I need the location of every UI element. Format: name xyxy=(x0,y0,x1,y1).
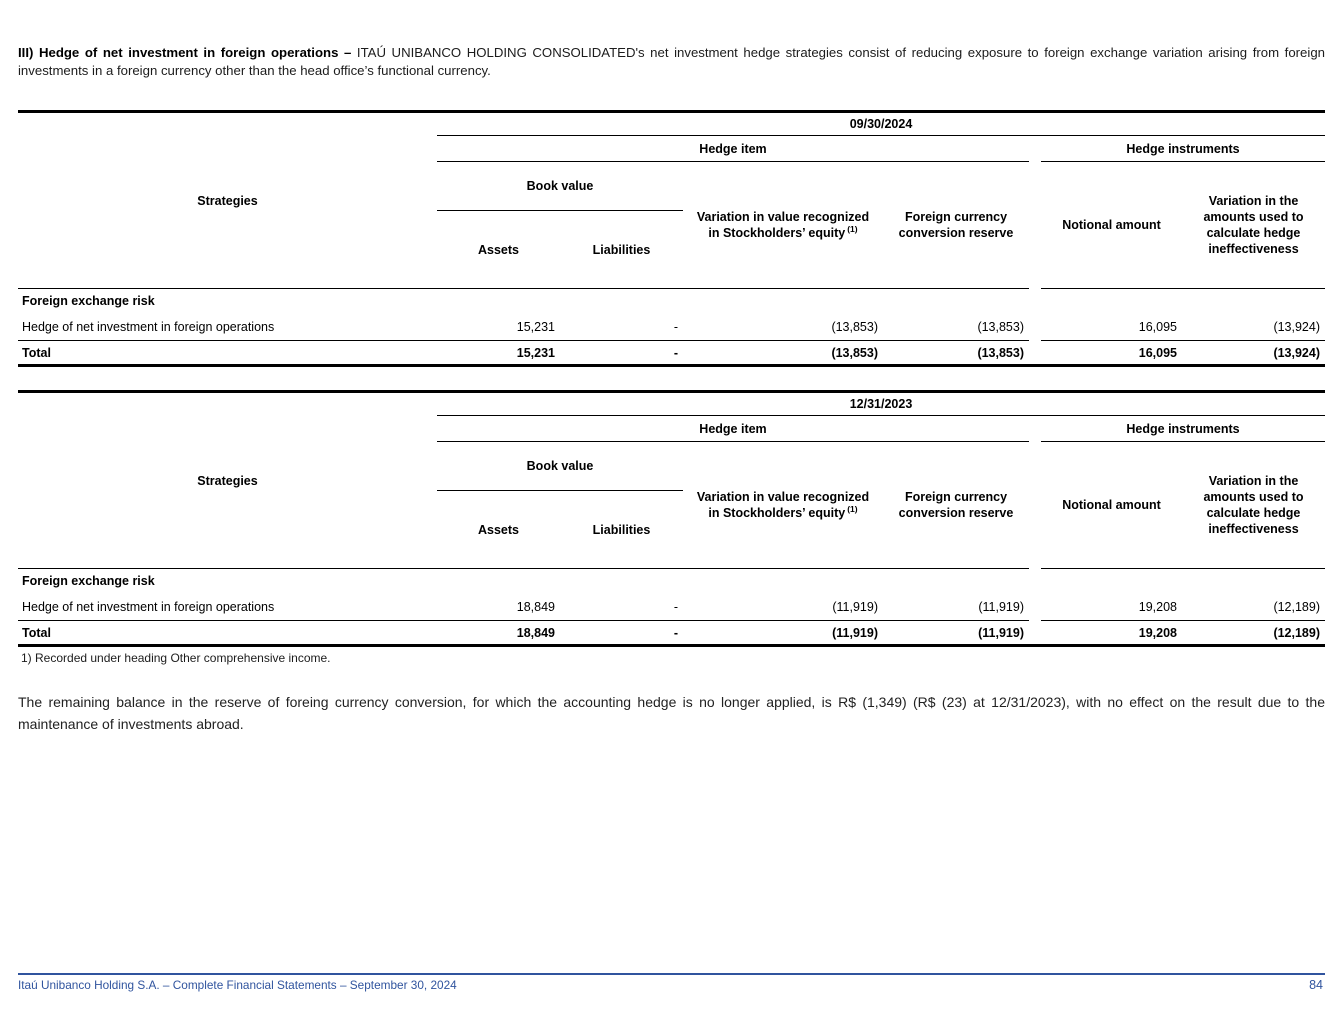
column-header-variation-ineffectiveness: Variation in the amounts used to calcula… xyxy=(1203,474,1304,536)
column-gap xyxy=(1029,136,1041,162)
value-notional: 19,208 xyxy=(1138,599,1177,614)
column-header-variation-ineffectiveness: Variation in the amounts used to calcula… xyxy=(1203,194,1304,256)
total-row: Total 15,231 - (13,853) (13,853) 16,095 … xyxy=(18,340,1325,366)
total-variation-ineffectiveness: (13,924) xyxy=(1182,340,1325,366)
footnote-ref: (1) xyxy=(847,223,858,234)
section-row-spacer xyxy=(1041,568,1325,594)
hedge-table-2024: Strategies 09/30/2024 Hedge item Hedge i… xyxy=(18,110,1325,367)
total-variation-equity: (11,919) xyxy=(683,620,883,646)
row-label: Hedge of net investment in foreign opera… xyxy=(22,599,275,614)
column-gap xyxy=(1029,314,1041,341)
column-gap xyxy=(1029,416,1041,442)
period-label: 12/31/2023 xyxy=(437,391,1325,416)
column-header-liabilities: Liabilities xyxy=(592,522,651,537)
section-row: Foreign exchange risk xyxy=(18,288,1325,314)
column-header-book-value: Book value xyxy=(437,161,683,211)
total-row: Total 18,849 - (11,919) (11,919) 19,208 … xyxy=(18,620,1325,646)
column-gap xyxy=(1029,442,1041,569)
group-header-hedge-instruments: Hedge instruments xyxy=(1041,135,1325,162)
total-notional: 19,208 xyxy=(1041,620,1182,646)
value-assets: 15,231 xyxy=(516,319,555,334)
value-variation-ineffectiveness: (12,189) xyxy=(1273,599,1320,614)
table-row: Hedge of net investment in foreign opera… xyxy=(18,314,1325,341)
column-gap xyxy=(1029,341,1041,366)
column-header-variation-equity: Variation in value recognized in Stockho… xyxy=(683,442,883,569)
value-liabilities: - xyxy=(673,599,678,614)
column-header-strategies: Strategies xyxy=(197,193,258,208)
column-header-notional: Notional amount xyxy=(1062,498,1161,512)
document-page: III) Hedge of net investment in foreign … xyxy=(0,44,1343,735)
column-header-notional: Notional amount xyxy=(1062,218,1161,232)
column-header-variation-equity: Variation in value recognized in Stockho… xyxy=(683,162,883,289)
hedge-table-2023: Strategies 12/31/2023 Hedge item Hedge i… xyxy=(18,390,1325,647)
section-label: Foreign exchange risk xyxy=(18,288,1029,314)
table-footnote: 1) Recorded under heading Other comprehe… xyxy=(21,651,331,665)
total-liabilities: - xyxy=(560,620,683,646)
total-variation-ineffectiveness: (12,189) xyxy=(1182,620,1325,646)
column-header-strategies: Strategies xyxy=(197,473,258,488)
total-label: Total xyxy=(18,340,437,366)
total-fx-reserve: (11,919) xyxy=(883,620,1029,646)
total-variation-equity: (13,853) xyxy=(683,340,883,366)
section-row-spacer xyxy=(1041,288,1325,314)
variation-equity-label: Variation in value recognized in Stockho… xyxy=(696,210,870,240)
value-variation-ineffectiveness: (13,924) xyxy=(1273,319,1320,334)
variation-equity-label: Variation in value recognized in Stockho… xyxy=(696,490,870,520)
column-header-assets: Assets xyxy=(478,242,519,257)
total-label: Total xyxy=(18,620,437,646)
total-assets: 18,849 xyxy=(437,620,560,646)
group-header-hedge-item: Hedge item xyxy=(437,415,1029,442)
footnote-ref: (1) xyxy=(847,503,858,514)
column-gap xyxy=(1029,594,1041,621)
column-gap xyxy=(1029,569,1041,594)
closing-paragraph: The remaining balance in the reserve of … xyxy=(18,694,1325,732)
intro-text: ITAÚ UNIBANCO HOLDING CONSOLIDATED's net… xyxy=(18,45,1325,78)
section-row: Foreign exchange risk xyxy=(18,568,1325,594)
group-header-hedge-instruments: Hedge instruments xyxy=(1041,415,1325,442)
table-row: Hedge of net investment in foreign opera… xyxy=(18,594,1325,621)
period-label: 09/30/2024 xyxy=(437,111,1325,136)
value-fx-reserve: (13,853) xyxy=(977,319,1024,334)
total-liabilities: - xyxy=(560,340,683,366)
group-header-hedge-item: Hedge item xyxy=(437,135,1029,162)
column-gap xyxy=(1029,162,1041,289)
section-heading: III) Hedge of net investment in foreign … xyxy=(18,45,352,60)
footer-title: Itaú Unibanco Holding S.A. – Complete Fi… xyxy=(18,978,457,992)
value-liabilities: - xyxy=(673,319,678,334)
column-header-liabilities: Liabilities xyxy=(592,242,651,257)
page-footer: Itaú Unibanco Holding S.A. – Complete Fi… xyxy=(18,973,1325,992)
total-assets: 15,231 xyxy=(437,340,560,366)
section-label: Foreign exchange risk xyxy=(18,568,1029,594)
column-gap xyxy=(1029,621,1041,646)
column-header-assets: Assets xyxy=(478,522,519,537)
column-header-book-value: Book value xyxy=(437,441,683,491)
total-fx-reserve: (13,853) xyxy=(883,340,1029,366)
value-variation-equity: (11,919) xyxy=(832,599,878,614)
page-number: 84 xyxy=(1309,978,1323,992)
value-variation-equity: (13,853) xyxy=(831,319,878,334)
intro-paragraph: III) Hedge of net investment in foreign … xyxy=(18,44,1325,80)
row-label: Hedge of net investment in foreign opera… xyxy=(22,319,275,334)
column-header-fx-reserve: Foreign currency conversion reserve xyxy=(898,210,1014,240)
value-notional: 16,095 xyxy=(1138,319,1177,334)
total-notional: 16,095 xyxy=(1041,340,1182,366)
column-gap xyxy=(1029,289,1041,314)
value-assets: 18,849 xyxy=(516,599,555,614)
column-header-fx-reserve: Foreign currency conversion reserve xyxy=(898,490,1014,520)
value-fx-reserve: (11,919) xyxy=(978,599,1024,614)
